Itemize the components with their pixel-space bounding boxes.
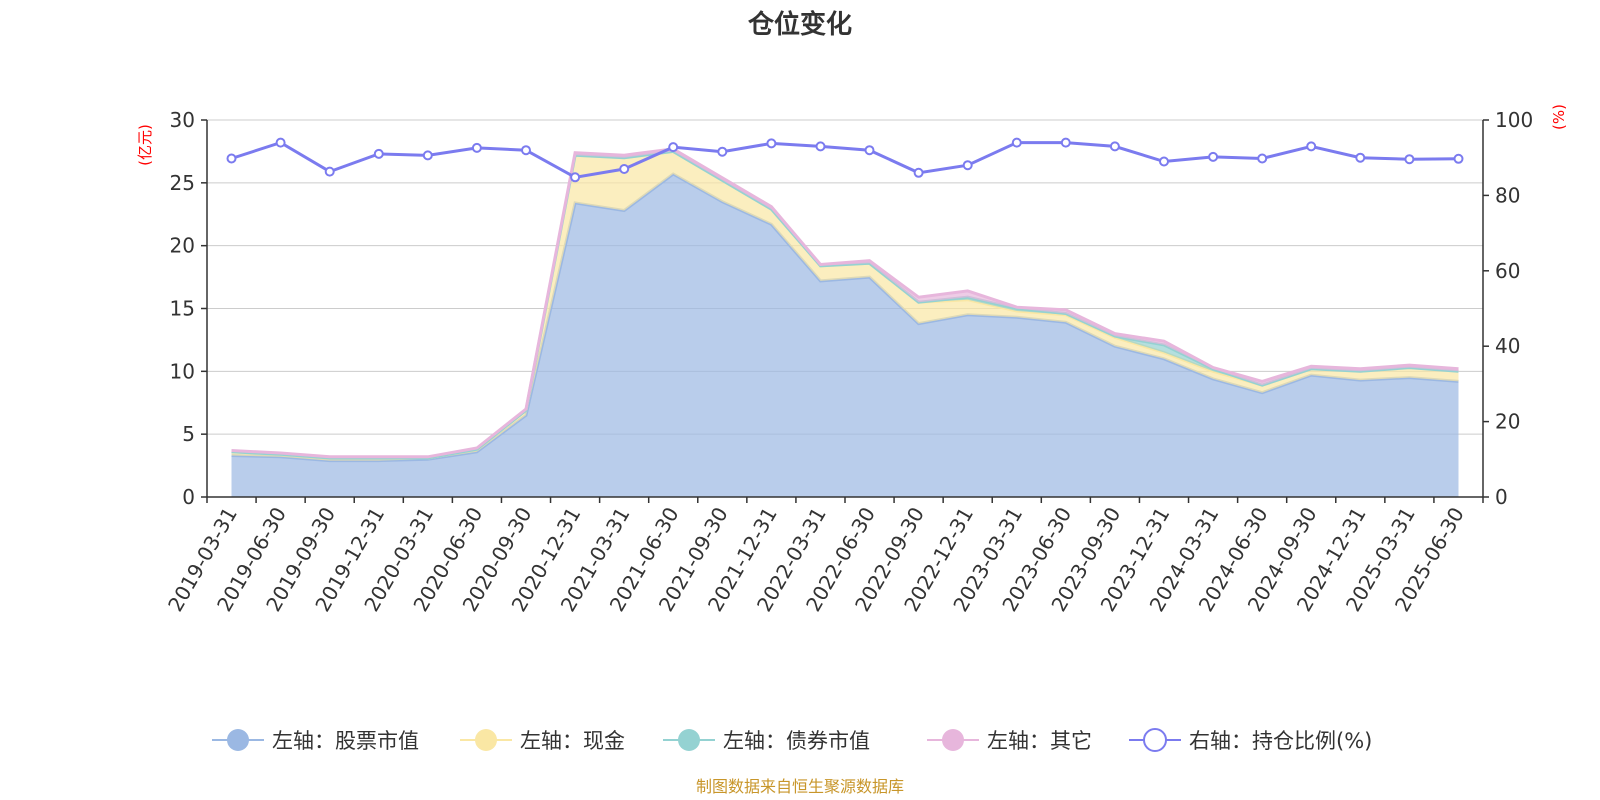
ratio-line — [231, 140, 1459, 179]
legend-marker — [678, 729, 700, 751]
source-note: 制图数据来自恒生聚源数据库 — [696, 777, 904, 796]
left-axis-tick-label: 20 — [170, 234, 195, 258]
legend: 左轴：股票市值 左轴：现金 左轴：债券市值 左轴：其它 右轴：持仓比例(%) — [212, 728, 1372, 753]
legend-marker — [1143, 728, 1167, 752]
stacked-areas — [231, 147, 1459, 497]
ratio-point — [1060, 137, 1071, 148]
ratio-point — [1011, 137, 1022, 148]
left-axis-tick-label: 5 — [182, 422, 195, 446]
ratio-point — [717, 146, 728, 157]
ratio-point — [619, 164, 630, 174]
ratio-point — [226, 153, 237, 164]
ratio-point — [1109, 141, 1120, 152]
left-axis-tick-label: 10 — [170, 359, 195, 383]
area-series-1 — [231, 174, 1459, 497]
right-axis-tick-label: 0 — [1495, 485, 1508, 509]
right-axis-unit: (%) — [1550, 104, 1568, 130]
ratio-point — [815, 141, 826, 152]
right-axis-tick-label: 100 — [1495, 108, 1533, 132]
right-axis-tick-label: 60 — [1495, 259, 1520, 283]
legend-marker — [942, 729, 964, 751]
ratio-point — [422, 150, 433, 161]
ratio-point — [913, 167, 924, 178]
legend-label: 左轴：债券市值 — [723, 729, 870, 753]
area-edge-series-4 — [231, 147, 1459, 459]
legend-item: 右轴：持仓比例(%) — [1129, 728, 1372, 753]
legend-item: 左轴：股票市值 — [212, 729, 419, 753]
legend-marker — [227, 729, 249, 751]
ratio-point — [324, 166, 335, 177]
chart-title: 仓位变化 — [747, 9, 852, 40]
ratio-point — [864, 145, 875, 156]
ratio-line-series — [226, 137, 1464, 183]
ratio-point — [373, 148, 384, 159]
legend-label: 左轴：其它 — [987, 729, 1092, 753]
ratio-point — [962, 160, 973, 171]
left-axis-tick-label: 0 — [182, 485, 195, 509]
ratio-point — [1257, 153, 1268, 164]
legend-item: 左轴：债券市值 — [663, 729, 870, 753]
legend-item: 左轴：现金 — [460, 729, 625, 753]
right-axis-tick-label: 20 — [1495, 410, 1520, 434]
left-axis-unit: (亿元) — [136, 124, 154, 166]
legend-item: 左轴：其它 — [927, 729, 1092, 753]
left-axis-tick-label: 30 — [170, 108, 195, 132]
ratio-point — [521, 145, 531, 156]
ratio-point — [1404, 154, 1415, 165]
right-axis-tick-label: 80 — [1495, 183, 1520, 207]
ratio-point — [766, 138, 777, 149]
left-axis-tick-label: 15 — [170, 297, 195, 321]
legend-label: 左轴：现金 — [520, 729, 625, 753]
ratio-point — [1355, 152, 1366, 163]
ratio-point — [1159, 156, 1169, 167]
ratio-point — [471, 142, 482, 153]
ratio-point — [668, 142, 679, 153]
ratio-point — [1453, 153, 1464, 164]
legend-label: 右轴：持仓比例(%) — [1189, 729, 1372, 753]
ratio-point — [570, 172, 581, 183]
right-axis-tick-label: 40 — [1495, 334, 1520, 358]
legend-label: 左轴：股票市值 — [272, 729, 419, 753]
legend-marker — [475, 729, 497, 751]
ratio-point — [1306, 141, 1317, 152]
ratio-point — [1208, 151, 1219, 162]
ratio-point — [275, 137, 286, 148]
left-axis-tick-label: 25 — [170, 171, 195, 195]
